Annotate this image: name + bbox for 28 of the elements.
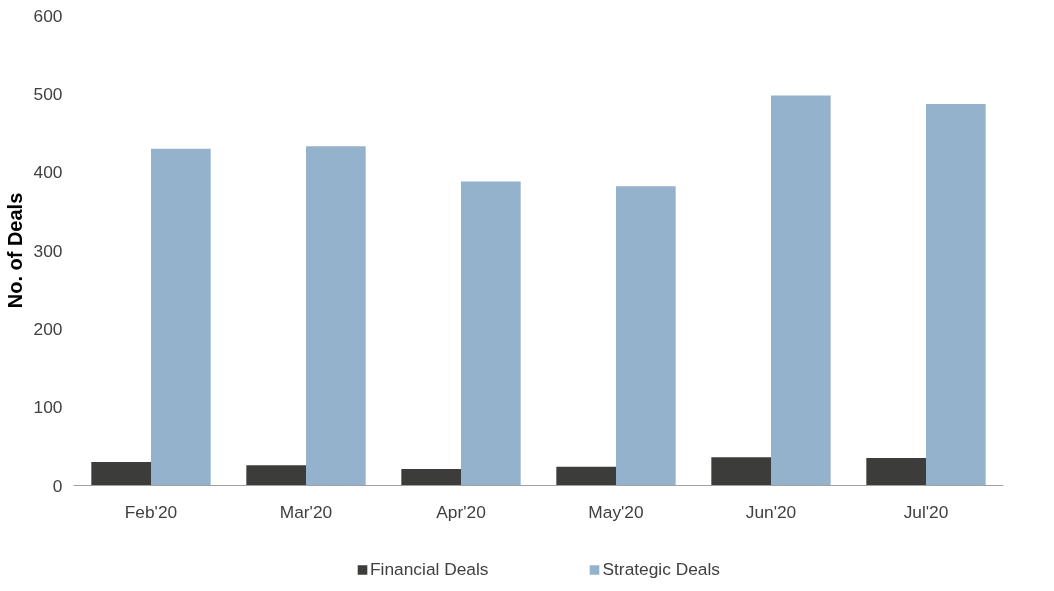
y-tick-label: 200 <box>33 318 63 339</box>
y-tick-label: 100 <box>33 397 63 418</box>
x-tick-label: Jul'20 <box>903 501 949 522</box>
y-tick-label: 0 <box>52 475 63 496</box>
bar <box>246 465 306 486</box>
legend-label: Financial Deals <box>370 558 489 580</box>
bar <box>926 104 986 486</box>
bar <box>616 186 676 486</box>
y-axis-title: No. of Deals <box>3 192 26 309</box>
bar <box>306 146 366 486</box>
bar <box>711 457 771 486</box>
y-tick-label: 400 <box>33 162 63 183</box>
x-tick-label: Apr'20 <box>436 501 486 522</box>
bar <box>556 466 616 486</box>
legend-label: Strategic Deals <box>602 558 720 580</box>
y-tick-label: 300 <box>33 240 63 261</box>
x-tick-label: Feb'20 <box>124 501 178 522</box>
bar <box>771 95 831 486</box>
bar <box>866 458 926 486</box>
x-tick-label: May'20 <box>588 501 644 522</box>
bar <box>461 181 521 486</box>
y-tick-label: 600 <box>33 5 63 26</box>
x-tick-label: Mar'20 <box>279 501 333 522</box>
x-tick-label: Jun'20 <box>745 501 797 522</box>
bar <box>151 148 211 486</box>
bar <box>401 469 461 486</box>
bar <box>91 462 151 486</box>
y-tick-label: 500 <box>33 83 63 104</box>
